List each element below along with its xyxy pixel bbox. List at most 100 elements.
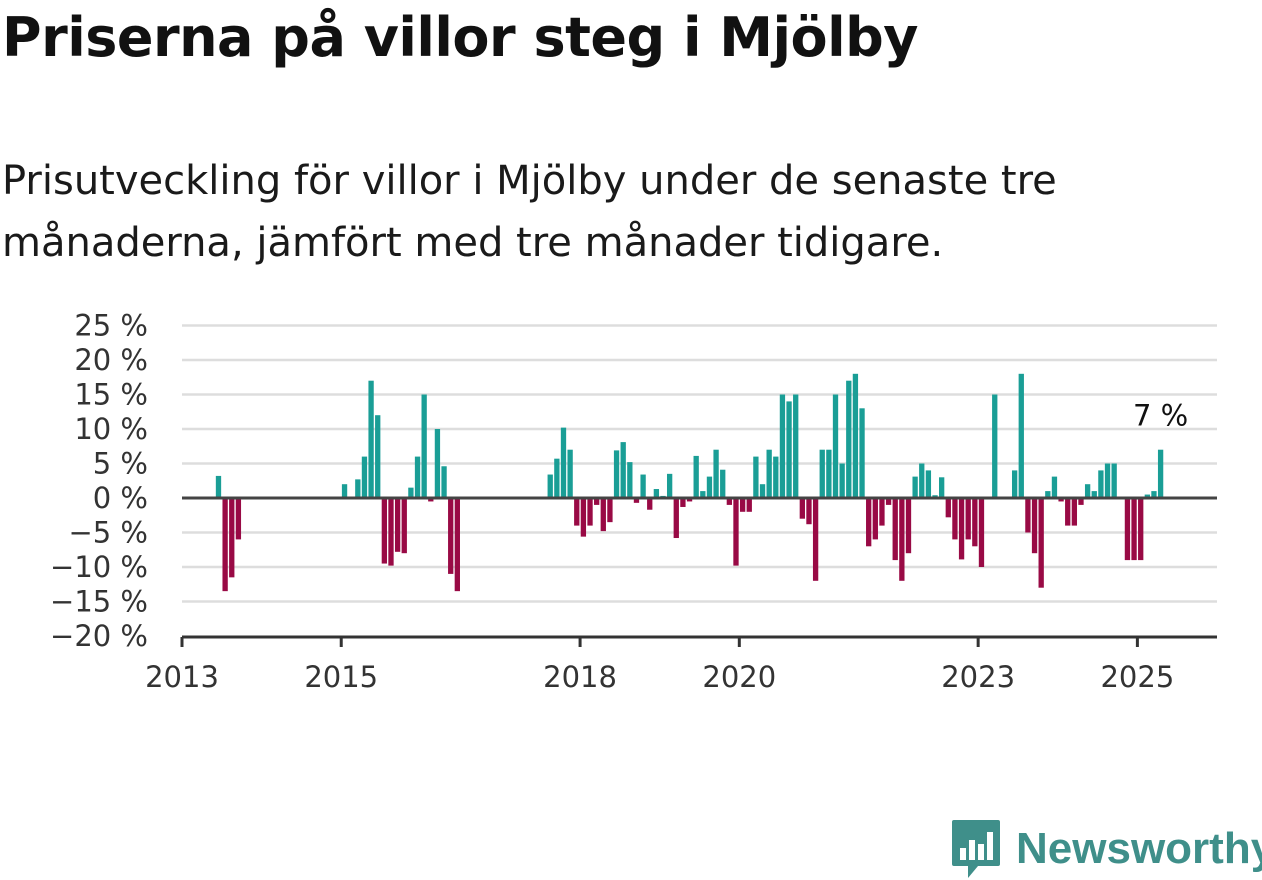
bar: [1011, 470, 1018, 498]
bar: [587, 498, 593, 526]
bar: [1078, 498, 1084, 505]
bar: [1031, 498, 1038, 554]
x-tick-label: 2020: [702, 660, 776, 694]
bar: [1084, 484, 1091, 498]
bar: [235, 498, 242, 540]
y-tick-label: 15 %: [74, 378, 148, 412]
bar: [885, 498, 892, 505]
bar: [766, 449, 772, 498]
bar: [1038, 498, 1044, 588]
bar: [375, 415, 381, 498]
brand-name: Newsworthy: [1016, 824, 1262, 873]
y-tick-label: 10 %: [74, 412, 148, 446]
bar: [574, 498, 580, 526]
bar: [733, 498, 739, 566]
bar: [620, 442, 626, 498]
x-tick-label: 2015: [304, 660, 378, 694]
x-tick-label: 2013: [145, 660, 219, 694]
y-tick-label: −10 %: [50, 550, 148, 584]
bar: [1045, 491, 1051, 498]
bar: [706, 476, 713, 498]
bar: [361, 456, 368, 498]
bar: [594, 498, 600, 505]
chart-subtitle: Prisutveckling för villor i Mjölby under…: [2, 158, 1057, 266]
bar: [560, 427, 567, 498]
bar: [613, 450, 620, 498]
bar: [388, 498, 394, 566]
bar: [919, 463, 925, 498]
bar: [739, 498, 746, 512]
bar: [368, 380, 374, 498]
bar: [852, 373, 859, 498]
brand-logo: Newsworthy: [950, 818, 1262, 880]
x-tick-label: 2018: [543, 660, 617, 694]
y-tick-label: 25 %: [74, 309, 148, 343]
bar: [958, 498, 965, 560]
bar: [355, 479, 361, 498]
bar: [448, 498, 454, 574]
bar: [673, 498, 679, 539]
bar: [567, 449, 573, 498]
bar: [905, 498, 912, 554]
bar: [222, 498, 228, 592]
bar: [978, 498, 985, 567]
bar: [753, 456, 759, 498]
bar: [812, 498, 819, 581]
bar: [666, 473, 673, 498]
bar: [726, 498, 733, 505]
bar: [945, 498, 951, 518]
bar: [793, 394, 799, 498]
bar: [1138, 498, 1144, 561]
bar: [1065, 498, 1071, 526]
bar: [1144, 494, 1150, 498]
bar: [680, 498, 686, 507]
bar: [972, 498, 978, 547]
x-tick-label: 2025: [1100, 660, 1174, 694]
bar: [1111, 463, 1117, 498]
bar: [952, 498, 958, 540]
bar: [580, 498, 587, 537]
bars: [215, 373, 1164, 592]
bar: [925, 470, 932, 498]
bar: [746, 498, 752, 512]
y-tick-label: 20 %: [74, 343, 148, 377]
bar: [414, 456, 421, 498]
bar: [454, 498, 460, 592]
bar: [1025, 498, 1031, 533]
bar: [434, 429, 441, 498]
bar: [773, 456, 779, 498]
bar: [341, 484, 348, 498]
bar: [1098, 470, 1104, 498]
bar: [653, 489, 660, 498]
bar: [421, 394, 427, 498]
bar: [401, 498, 407, 554]
bar: [1124, 498, 1131, 561]
last-value-label: 7 %: [1133, 399, 1188, 433]
bar: [806, 498, 812, 525]
gridlines: [182, 324, 1217, 603]
bar: [892, 498, 898, 561]
y-tick-label: −15 %: [50, 585, 148, 619]
x-axis: 2013 2015 2018 2020 2023 2025: [145, 635, 1217, 694]
bar: [965, 498, 971, 540]
y-tick-label: −5 %: [68, 516, 148, 550]
bar: [819, 449, 825, 498]
bar: [408, 487, 414, 498]
bar-chart-speech-icon: [952, 820, 1000, 878]
bar: [215, 475, 222, 498]
bar: [759, 484, 766, 498]
bar: [713, 449, 719, 498]
bar: [627, 462, 633, 498]
bar: [1157, 449, 1164, 498]
bar: [700, 491, 706, 498]
x-tick-label: 2023: [941, 660, 1015, 694]
bar: [693, 455, 699, 498]
bar: [846, 380, 852, 498]
bar: [839, 463, 845, 498]
bar: [899, 498, 905, 581]
bar: [859, 408, 865, 498]
bar: [394, 498, 401, 552]
annotation: 7 %: [1133, 399, 1188, 433]
bar: [799, 498, 805, 519]
